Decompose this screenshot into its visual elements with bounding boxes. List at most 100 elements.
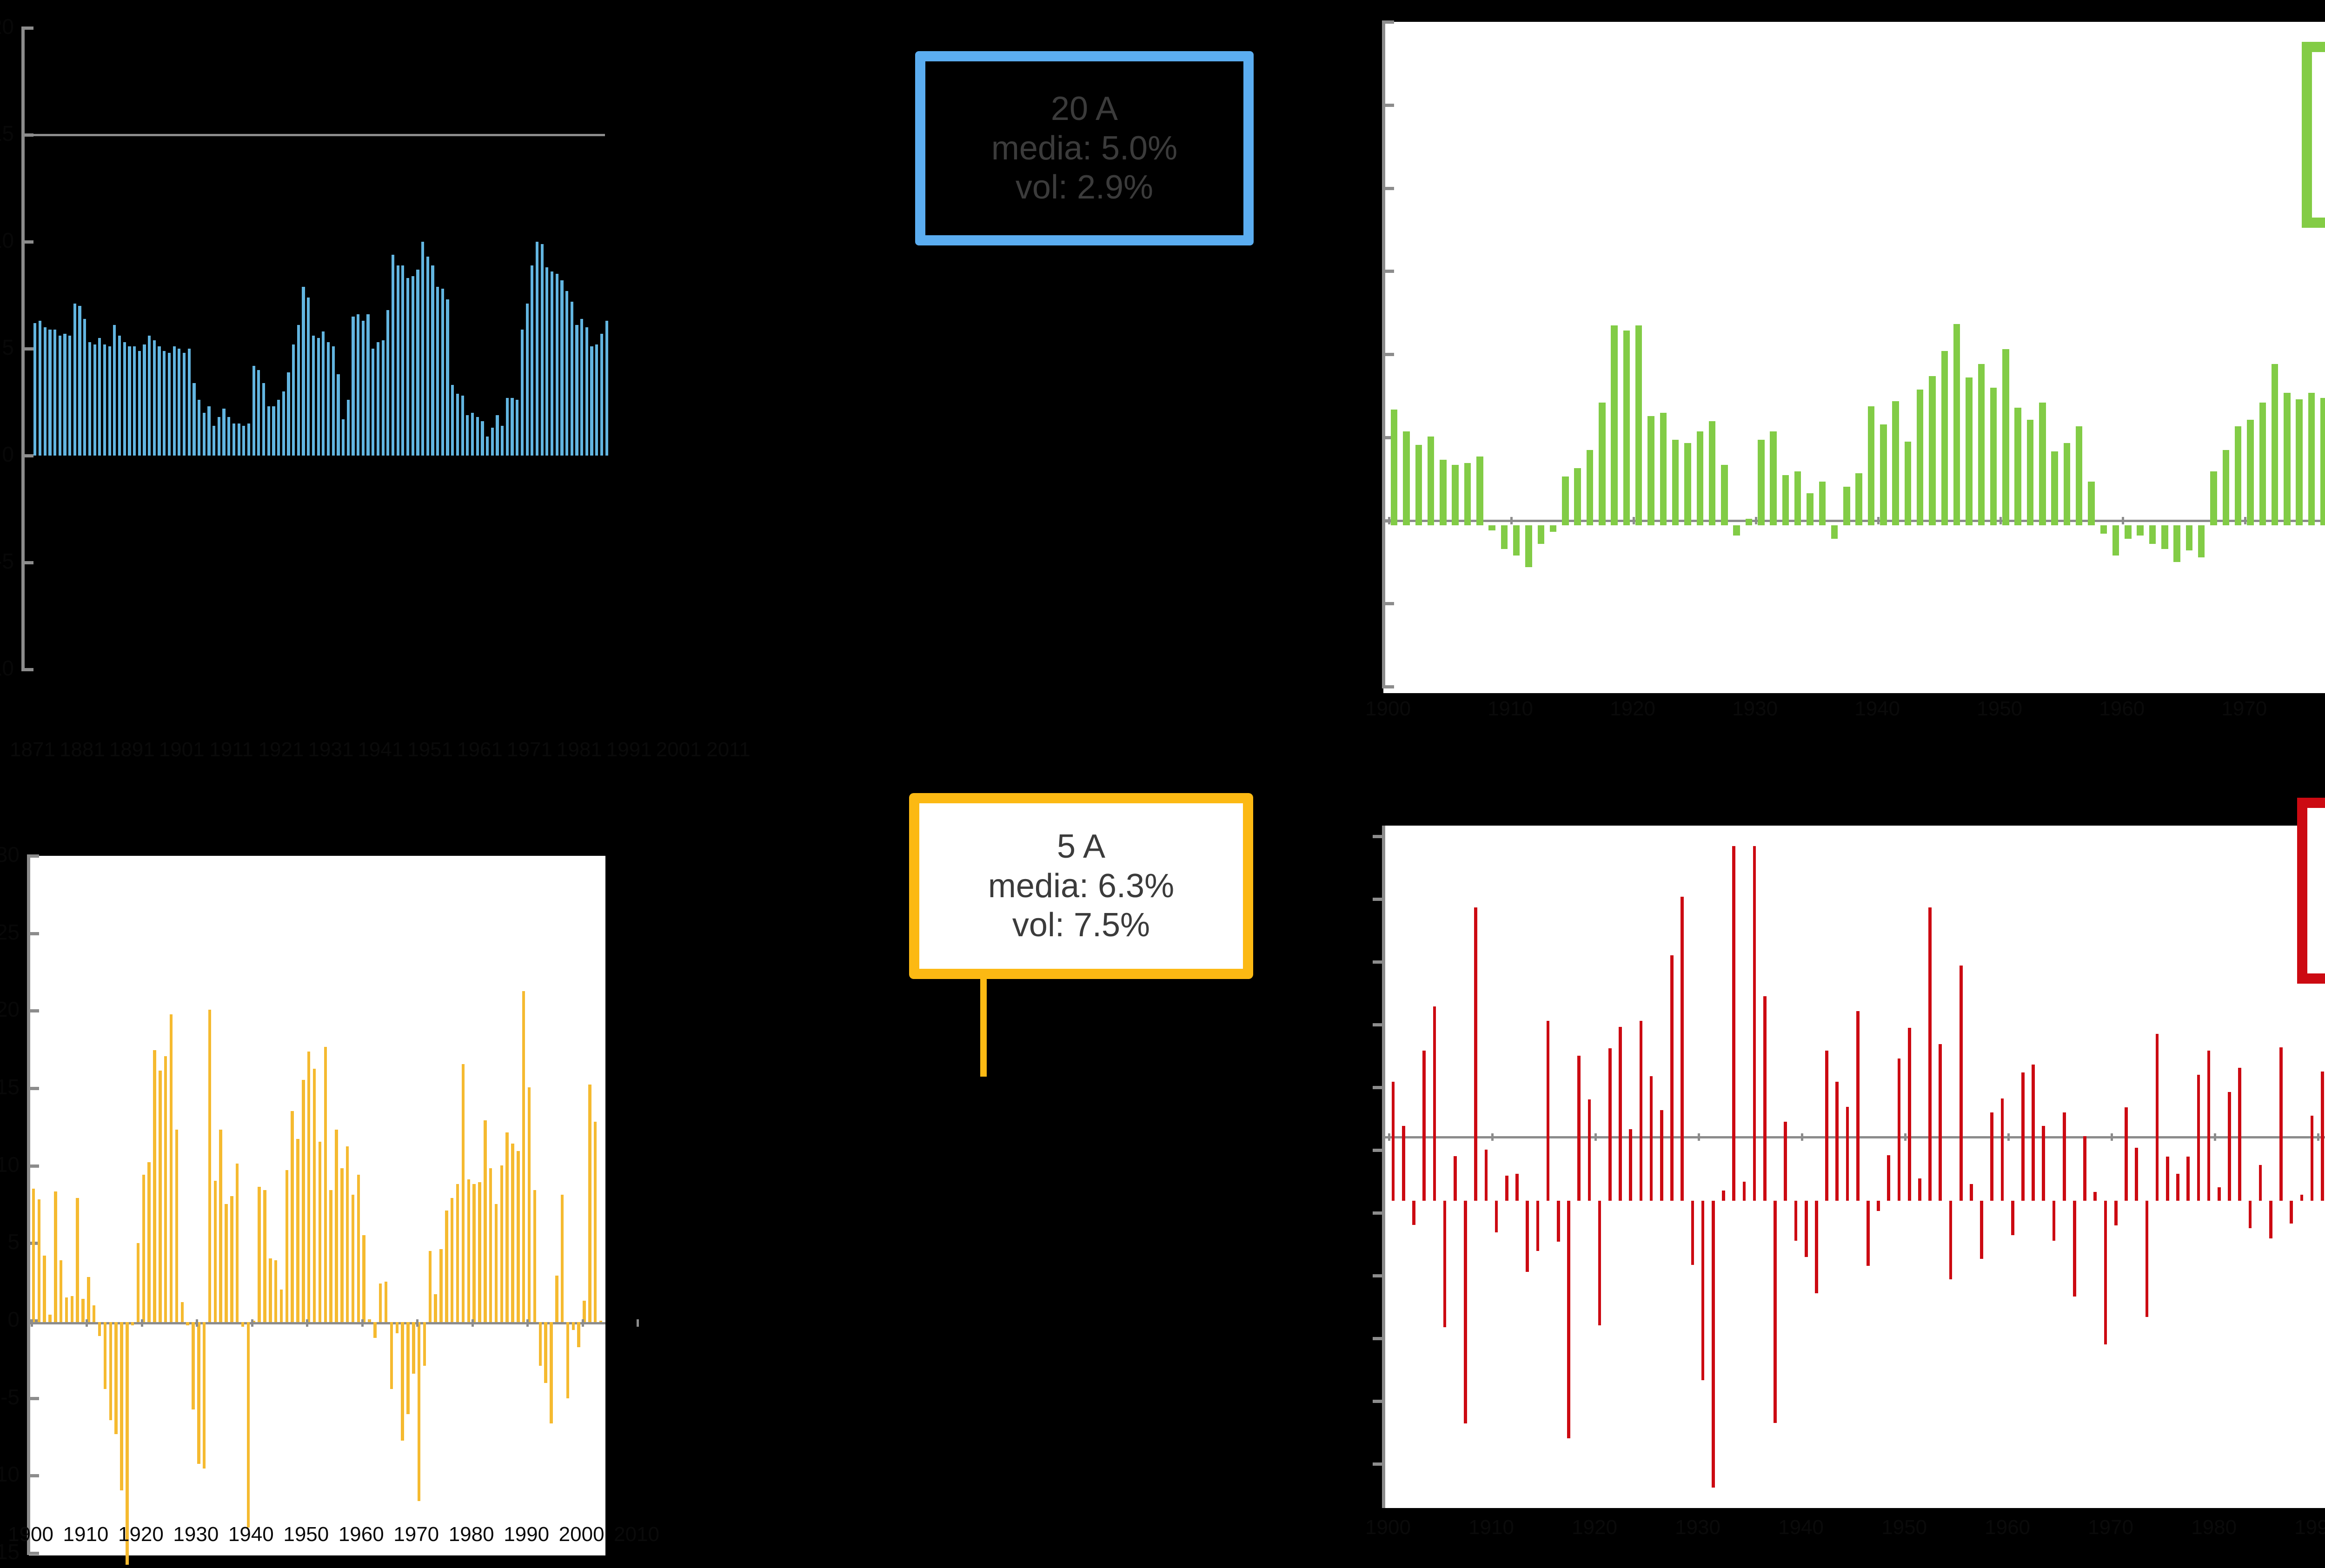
y-tick xyxy=(1373,1211,1383,1215)
bar xyxy=(2112,525,2119,556)
x-tick-label: 1960 xyxy=(1985,1516,2031,1539)
bar xyxy=(2039,403,2046,525)
y-tick-label: 5 xyxy=(7,1230,20,1254)
bar xyxy=(527,1087,531,1323)
y-tick xyxy=(1382,602,1394,606)
bar xyxy=(361,321,365,456)
bar xyxy=(1758,439,1765,525)
bar xyxy=(208,1010,212,1323)
bar xyxy=(1660,1110,1663,1201)
bar xyxy=(198,400,201,456)
bar xyxy=(1794,471,1801,525)
bar xyxy=(600,333,604,456)
y-tick xyxy=(1382,353,1394,356)
y-tick-label: 10 xyxy=(0,1152,20,1177)
panel-5a-y-axis xyxy=(27,856,30,1553)
bar xyxy=(1990,1112,1994,1201)
bar xyxy=(187,349,191,456)
bar xyxy=(1990,387,1997,525)
x-tick xyxy=(1877,517,1880,524)
x-tick-label: 1941 xyxy=(358,738,404,761)
x-tick xyxy=(361,1319,364,1327)
bar xyxy=(76,1198,79,1323)
y-tick xyxy=(1373,1337,1383,1340)
bar xyxy=(516,400,519,456)
bar xyxy=(78,306,81,456)
bar xyxy=(505,1132,509,1323)
bar xyxy=(401,1322,404,1441)
bar xyxy=(571,1322,575,1330)
bar xyxy=(570,301,573,456)
bar xyxy=(391,254,395,456)
panel-5a-legend[interactable]: 5 A media: 6.3% vol: 7.5% xyxy=(909,793,1253,979)
bar xyxy=(159,1070,162,1323)
bar xyxy=(1835,1081,1839,1201)
bar xyxy=(38,321,42,456)
bar xyxy=(1476,457,1483,525)
panel-10a-legend[interactable]: 10 A media: 5.7% vol: 5.2% xyxy=(2302,42,2325,228)
bar xyxy=(431,265,434,456)
bar xyxy=(1623,331,1630,525)
x-tick-label: 1901 xyxy=(159,738,205,761)
bar xyxy=(63,333,66,456)
bar xyxy=(148,336,151,456)
x-tick xyxy=(1755,517,1758,524)
bar xyxy=(1701,1201,1705,1381)
bar xyxy=(2161,525,2168,549)
bar xyxy=(1412,1201,1415,1225)
bar xyxy=(2149,525,2156,544)
bar xyxy=(312,1069,316,1323)
bar xyxy=(252,1321,255,1323)
y-tick xyxy=(1382,685,1394,688)
bar xyxy=(599,1321,603,1323)
bar xyxy=(436,286,439,456)
bar xyxy=(406,1322,410,1414)
bar xyxy=(2259,403,2266,525)
y-tick xyxy=(27,1009,39,1013)
bar xyxy=(481,421,484,456)
bar xyxy=(476,417,479,456)
bar xyxy=(500,1165,504,1323)
y-tick xyxy=(21,454,33,457)
bar xyxy=(461,1064,465,1323)
bar xyxy=(1611,325,1618,525)
bar xyxy=(1745,518,1753,525)
bar xyxy=(2300,1195,2304,1201)
x-tick xyxy=(2111,1133,2113,1141)
bar xyxy=(175,1129,179,1323)
bar xyxy=(1929,376,1936,525)
bar xyxy=(1918,1178,1921,1201)
y-tick xyxy=(1382,186,1394,190)
bar xyxy=(421,242,425,456)
bar xyxy=(1684,443,1691,525)
x-tick-label: 1940 xyxy=(1778,1516,1824,1539)
panel-20a-legend[interactable]: 20 A media: 5.0% vol: 2.9% xyxy=(915,51,1254,245)
bar xyxy=(2125,525,2132,539)
panel-1a-legend[interactable]: 1 A media: 8.1% vol: 16.2% xyxy=(2297,798,2325,984)
bar xyxy=(2014,408,2021,525)
bar xyxy=(2217,1187,2221,1201)
bar xyxy=(501,425,504,456)
bar xyxy=(202,413,206,456)
bar xyxy=(2135,1147,2138,1201)
bar xyxy=(2114,1201,2118,1226)
x-tick-label: 1910 xyxy=(1488,697,1533,720)
y-tick xyxy=(21,240,33,244)
bar xyxy=(575,325,578,456)
x-tick-label: 1980 xyxy=(448,1523,494,1546)
bar xyxy=(2145,1201,2149,1317)
bar xyxy=(292,344,295,456)
bar xyxy=(1415,444,1422,525)
bar xyxy=(555,1276,558,1323)
bar xyxy=(241,1322,245,1327)
bar xyxy=(357,314,360,456)
bar xyxy=(588,1084,591,1323)
y-tick xyxy=(1382,436,1394,439)
bar xyxy=(1639,1020,1643,1201)
bar xyxy=(471,413,474,456)
bar xyxy=(1649,1076,1653,1201)
bar xyxy=(33,323,37,456)
bar xyxy=(395,1322,399,1333)
bar xyxy=(1917,389,1924,525)
bar xyxy=(2296,399,2303,525)
